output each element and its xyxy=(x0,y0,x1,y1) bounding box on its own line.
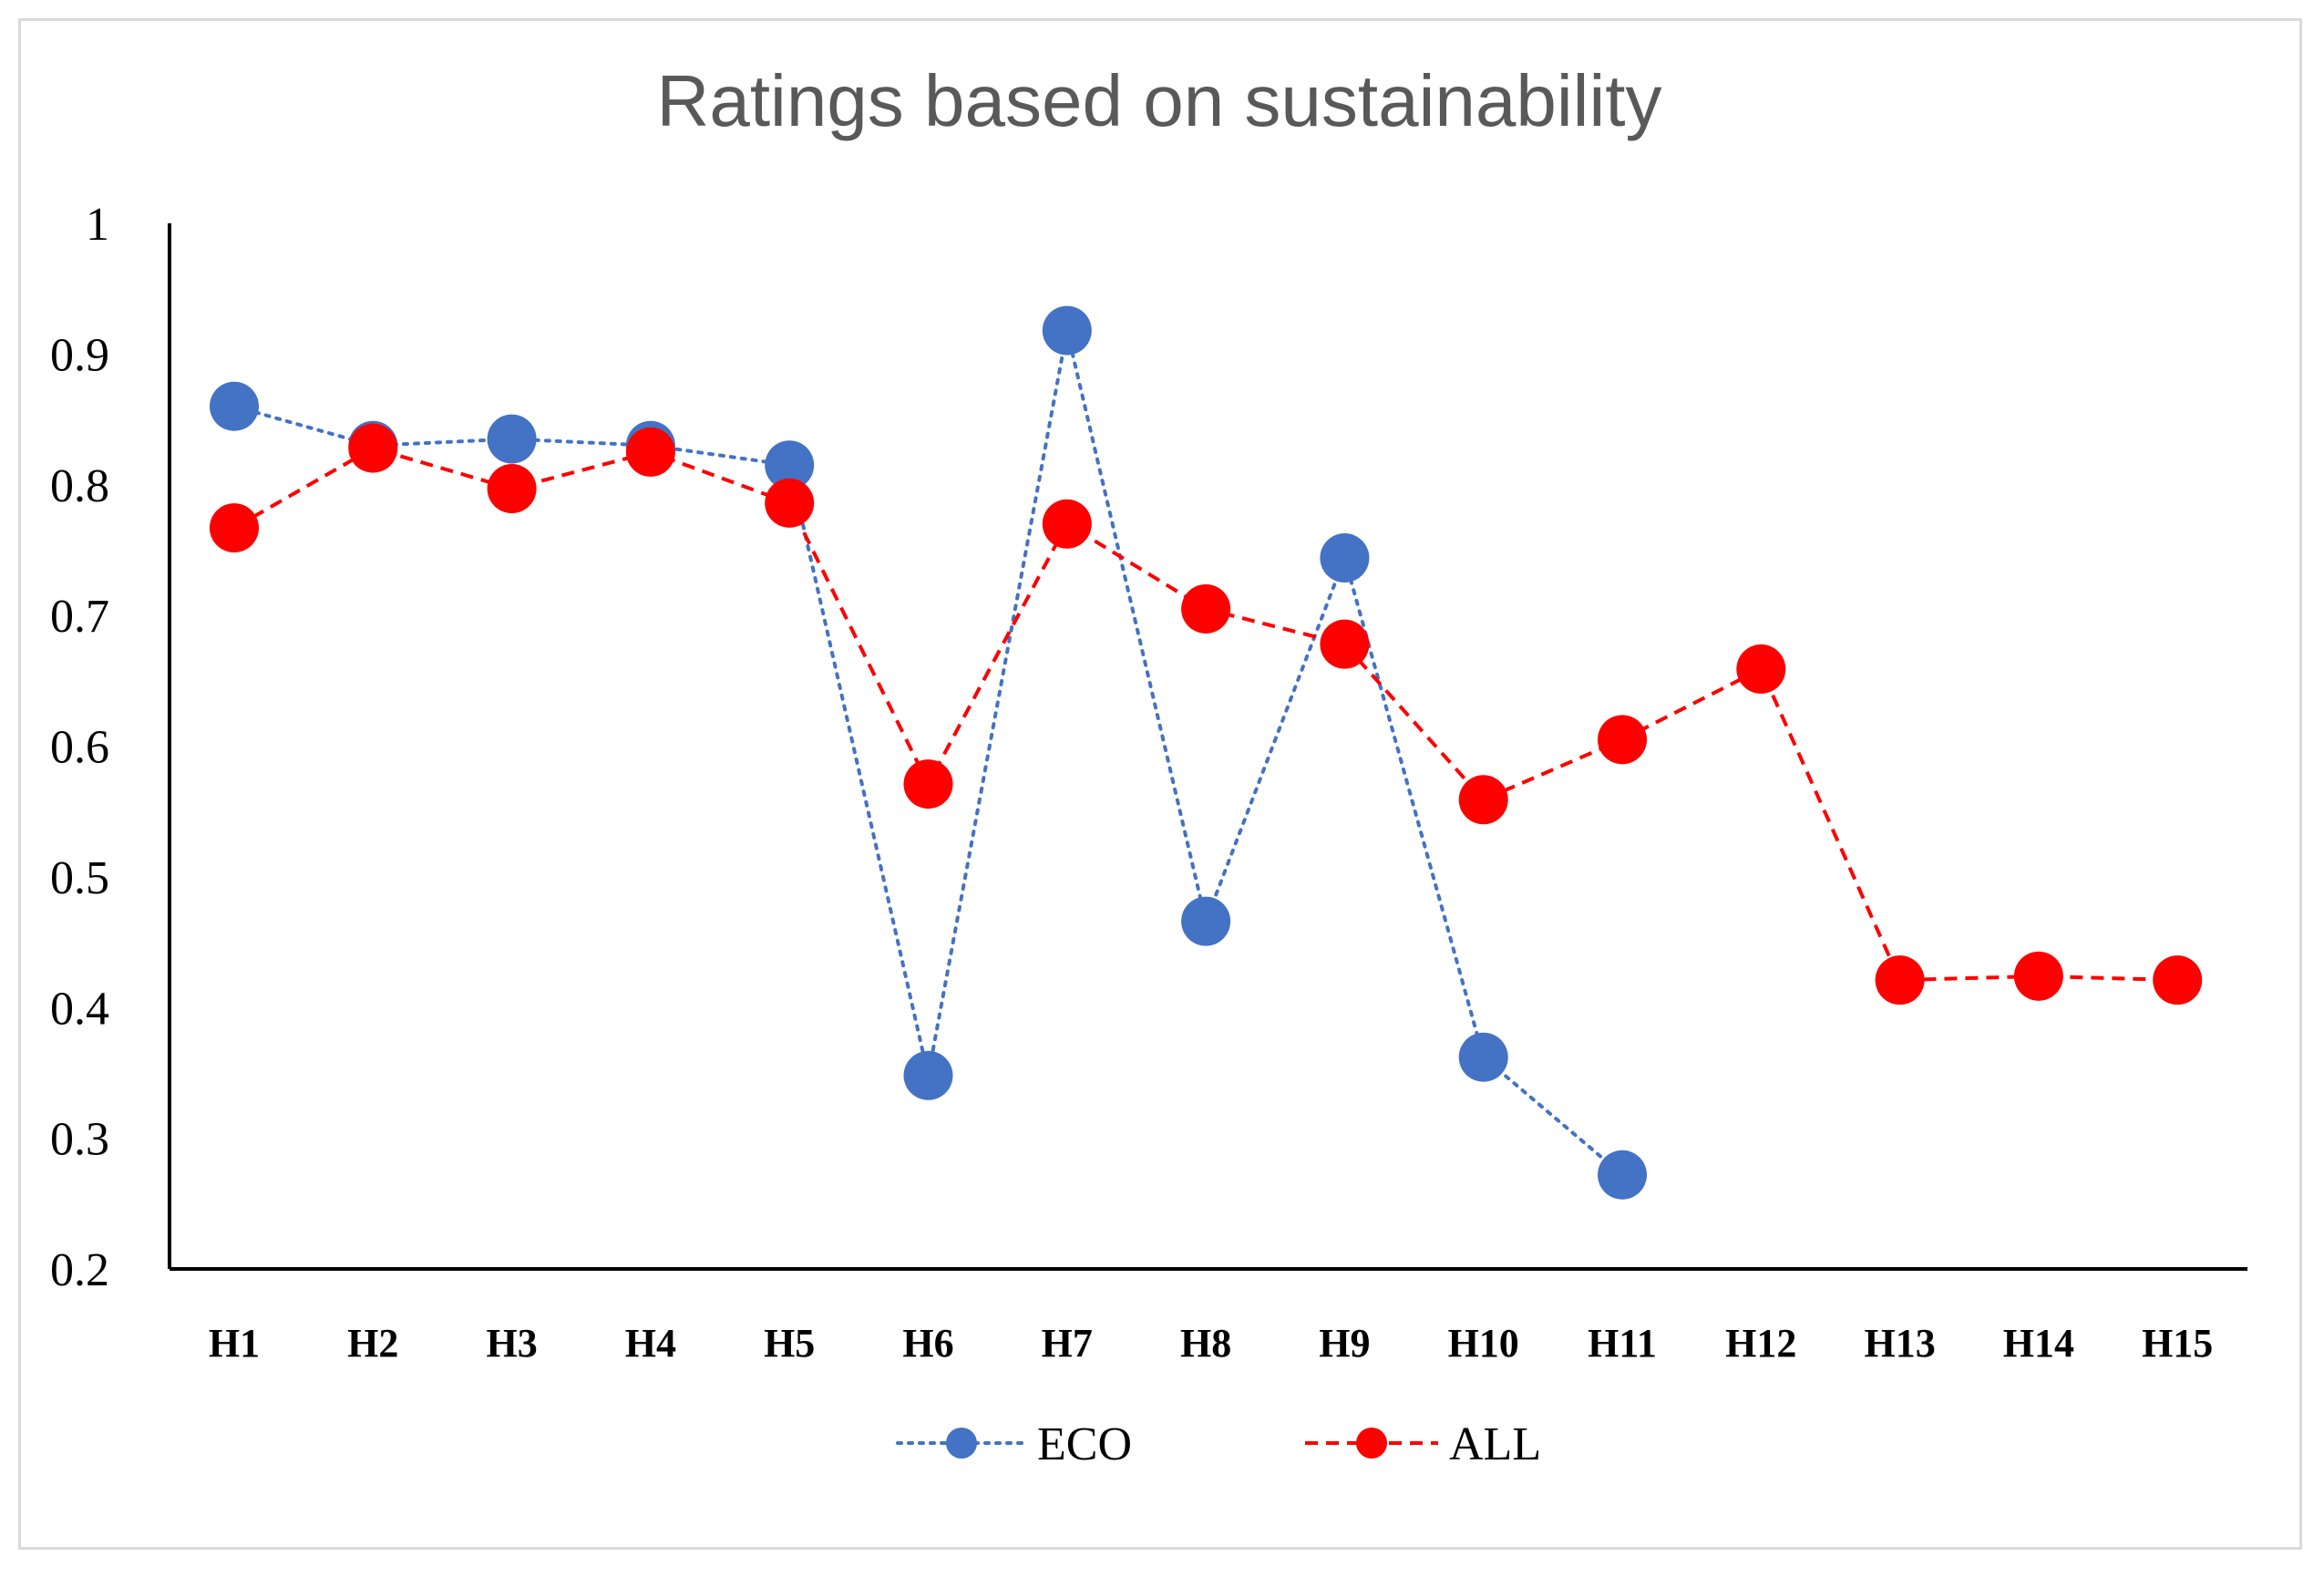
data-point-eco-h7 xyxy=(1042,305,1092,356)
x-tick-label: H4 xyxy=(625,1321,676,1366)
x-axis-ticks: H1 H2 H3 H4 H5 H6 H7 H8 H9 H10 H11 H12 H13 H14 H15 xyxy=(209,1321,2213,1366)
data-point-all-h13 xyxy=(1875,955,1925,1005)
data-point-all-h14 xyxy=(2013,951,2063,1001)
y-tick-label: 0.9 xyxy=(50,329,109,381)
data-point-eco-h9 xyxy=(1320,533,1370,583)
y-tick-label: 0.5 xyxy=(50,852,109,904)
data-point-all-h11 xyxy=(1598,715,1647,765)
data-point-all-h10 xyxy=(1458,775,1508,825)
x-tick-label: H5 xyxy=(764,1321,815,1366)
data-point-all-h1 xyxy=(210,503,259,553)
data-point-all-h15 xyxy=(2153,955,2203,1005)
legend-item-all: ALL xyxy=(1305,1418,1541,1470)
x-tick-label: H9 xyxy=(1319,1321,1370,1366)
x-tick-label: H10 xyxy=(1448,1321,1519,1366)
y-tick-label: 0.3 xyxy=(50,1114,109,1166)
data-point-all-h8 xyxy=(1181,583,1231,634)
series-line-eco xyxy=(232,330,1624,1177)
series-layer xyxy=(210,305,2203,1200)
legend-all-marker xyxy=(1356,1428,1387,1459)
y-tick-label: 0.6 xyxy=(50,722,109,774)
legend-all-label: ALL xyxy=(1449,1418,1541,1470)
legend-eco-marker xyxy=(946,1428,977,1459)
x-tick-label: H13 xyxy=(1864,1321,1935,1366)
data-point-eco-h5 xyxy=(765,440,815,490)
x-tick-label: H7 xyxy=(1042,1321,1093,1366)
data-point-eco-h10 xyxy=(1458,1032,1508,1082)
chart-frame xyxy=(18,18,2302,1550)
x-tick-label: H8 xyxy=(1180,1321,1231,1366)
data-point-all-h5 xyxy=(765,478,815,528)
y-tick-label: 0.4 xyxy=(50,983,109,1035)
x-tick-label: H6 xyxy=(902,1321,953,1366)
series-all xyxy=(210,423,2203,1005)
data-point-eco-h6 xyxy=(903,1050,953,1100)
data-point-eco-h3 xyxy=(487,414,537,464)
x-tick-label: H15 xyxy=(2142,1321,2213,1366)
data-point-all-h2 xyxy=(348,423,398,473)
x-tick-label: H12 xyxy=(1725,1321,1796,1366)
legend-item-eco: ECO xyxy=(896,1418,1132,1470)
y-tick-label: 0.8 xyxy=(50,460,109,512)
data-point-all-h4 xyxy=(625,427,675,477)
chart-title: Ratings based on sustainability xyxy=(657,60,1662,141)
legend-eco-label: ECO xyxy=(1037,1418,1132,1470)
data-point-all-h12 xyxy=(1736,644,1786,694)
x-tick-label: H3 xyxy=(486,1321,537,1366)
data-point-all-h9 xyxy=(1320,619,1370,669)
y-tick-label: 0.7 xyxy=(50,591,109,643)
x-tick-label: H2 xyxy=(347,1321,398,1366)
data-point-eco-h8 xyxy=(1181,896,1231,946)
data-point-all-h6 xyxy=(903,759,953,809)
data-point-eco-h1 xyxy=(210,381,259,431)
y-tick-label: 0.2 xyxy=(50,1244,109,1296)
data-point-all-h3 xyxy=(487,464,537,514)
series-eco xyxy=(210,305,1647,1200)
data-point-eco-h11 xyxy=(1598,1150,1647,1200)
x-tick-label: H11 xyxy=(1588,1321,1657,1366)
y-axis-ticks: 0.2 0.3 0.4 0.5 0.6 0.7 0.8 0.9 1 xyxy=(50,199,109,1296)
x-tick-label: H1 xyxy=(209,1321,260,1366)
legend: ECO ALL xyxy=(896,1418,1541,1470)
x-tick-label: H14 xyxy=(2003,1321,2074,1366)
y-tick-label: 1 xyxy=(86,199,109,251)
data-point-all-h7 xyxy=(1042,499,1092,549)
